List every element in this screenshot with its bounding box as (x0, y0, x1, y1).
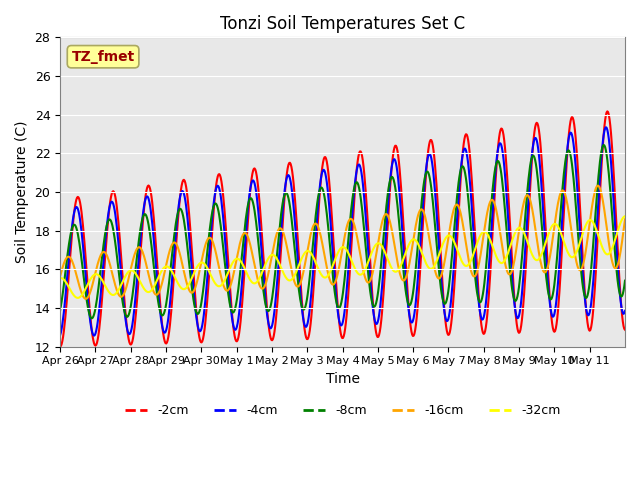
-4cm (124, 326, 131, 332)
-32cm (402, 250, 410, 256)
-8cm (56, 307, 64, 313)
-8cm (88, 315, 95, 321)
-2cm (604, 108, 611, 114)
-2cm (56, 344, 64, 349)
Line: -16cm: -16cm (60, 186, 625, 299)
-8cm (600, 142, 607, 148)
-8cm (433, 249, 441, 254)
-32cm (74, 295, 82, 301)
Legend: -2cm, -4cm, -8cm, -16cm, -32cm: -2cm, -4cm, -8cm, -16cm, -32cm (120, 399, 566, 422)
-8cm (255, 246, 263, 252)
-16cm (56, 274, 64, 279)
-4cm (255, 216, 263, 222)
Text: TZ_fmet: TZ_fmet (72, 50, 134, 64)
-32cm (276, 263, 284, 269)
-32cm (255, 276, 263, 282)
-16cm (433, 274, 441, 280)
-16cm (594, 183, 602, 189)
-16cm (621, 216, 629, 222)
-16cm (255, 281, 263, 287)
-8cm (227, 306, 235, 312)
-2cm (276, 268, 284, 274)
-4cm (56, 332, 64, 338)
-32cm (124, 270, 131, 276)
-2cm (255, 185, 262, 191)
-8cm (124, 314, 131, 320)
Line: -4cm: -4cm (60, 127, 625, 336)
-4cm (621, 308, 629, 314)
-4cm (602, 124, 610, 130)
-8cm (402, 287, 410, 292)
-2cm (401, 245, 409, 251)
-8cm (276, 218, 284, 224)
-4cm (276, 237, 284, 242)
-16cm (402, 276, 410, 281)
-16cm (82, 296, 90, 302)
-32cm (621, 213, 629, 219)
Title: Tonzi Soil Temperatures Set C: Tonzi Soil Temperatures Set C (220, 15, 465, 33)
-4cm (433, 218, 441, 224)
-16cm (227, 281, 235, 287)
-32cm (227, 263, 235, 269)
-16cm (276, 226, 284, 231)
-32cm (433, 257, 441, 263)
X-axis label: Time: Time (326, 372, 360, 386)
-8cm (621, 278, 629, 284)
-16cm (124, 281, 131, 287)
Y-axis label: Soil Temperature (C): Soil Temperature (C) (15, 121, 29, 263)
-2cm (227, 289, 234, 295)
-2cm (123, 320, 131, 325)
-2cm (433, 181, 440, 187)
Line: -8cm: -8cm (60, 145, 625, 318)
Line: -2cm: -2cm (60, 111, 625, 347)
Line: -32cm: -32cm (60, 216, 625, 298)
-4cm (227, 307, 235, 313)
-2cm (621, 327, 629, 333)
-32cm (56, 275, 64, 281)
-4cm (402, 274, 410, 280)
-4cm (90, 333, 98, 338)
